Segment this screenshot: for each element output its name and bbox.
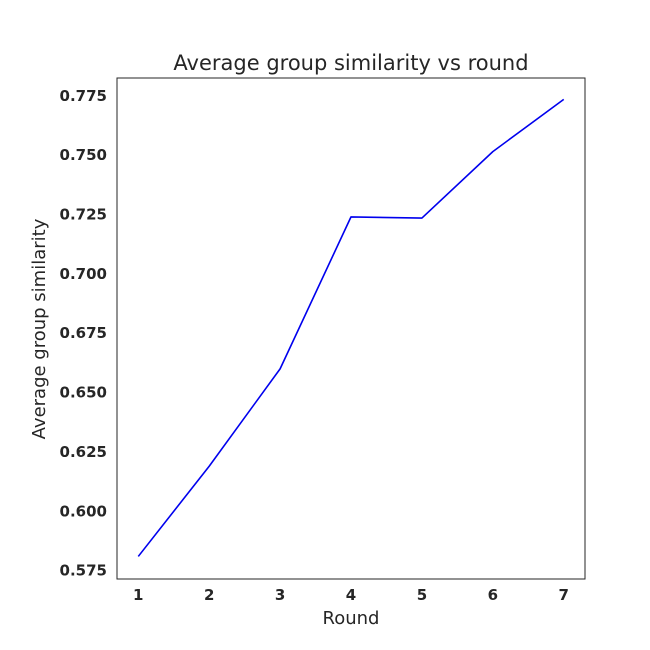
y-tick-label: 0.675 [60,324,107,342]
x-tick-label: 2 [204,586,214,604]
y-tick-label: 0.575 [60,562,107,580]
x-tick-label: 1 [133,586,143,604]
x-axis-ticks: 1 2 3 4 5 6 7 [133,586,569,604]
chart-title: Average group similarity vs round [173,51,528,75]
y-tick-label: 0.725 [60,206,107,224]
plot-frame [116,77,586,580]
x-tick-label: 3 [275,586,285,604]
y-axis-label: Average group similarity [29,218,50,439]
x-axis-label: Round [323,608,380,629]
y-axis-ticks: 0.575 0.600 0.625 0.650 0.675 0.700 0.725 0.750… [60,87,107,580]
x-tick-label: 4 [346,586,356,604]
x-tick-label: 6 [488,586,498,604]
y-tick-label: 0.775 [60,87,107,105]
series-line [137,98,565,557]
x-tick-label: 7 [559,586,569,604]
y-tick-label: 0.650 [60,384,107,402]
y-tick-label: 0.600 [60,502,107,520]
y-tick-label: 0.750 [60,146,107,164]
y-tick-label: 0.700 [60,265,107,283]
plot-lines [137,98,565,557]
x-tick-label: 5 [417,586,427,604]
y-tick-label: 0.625 [60,443,107,461]
